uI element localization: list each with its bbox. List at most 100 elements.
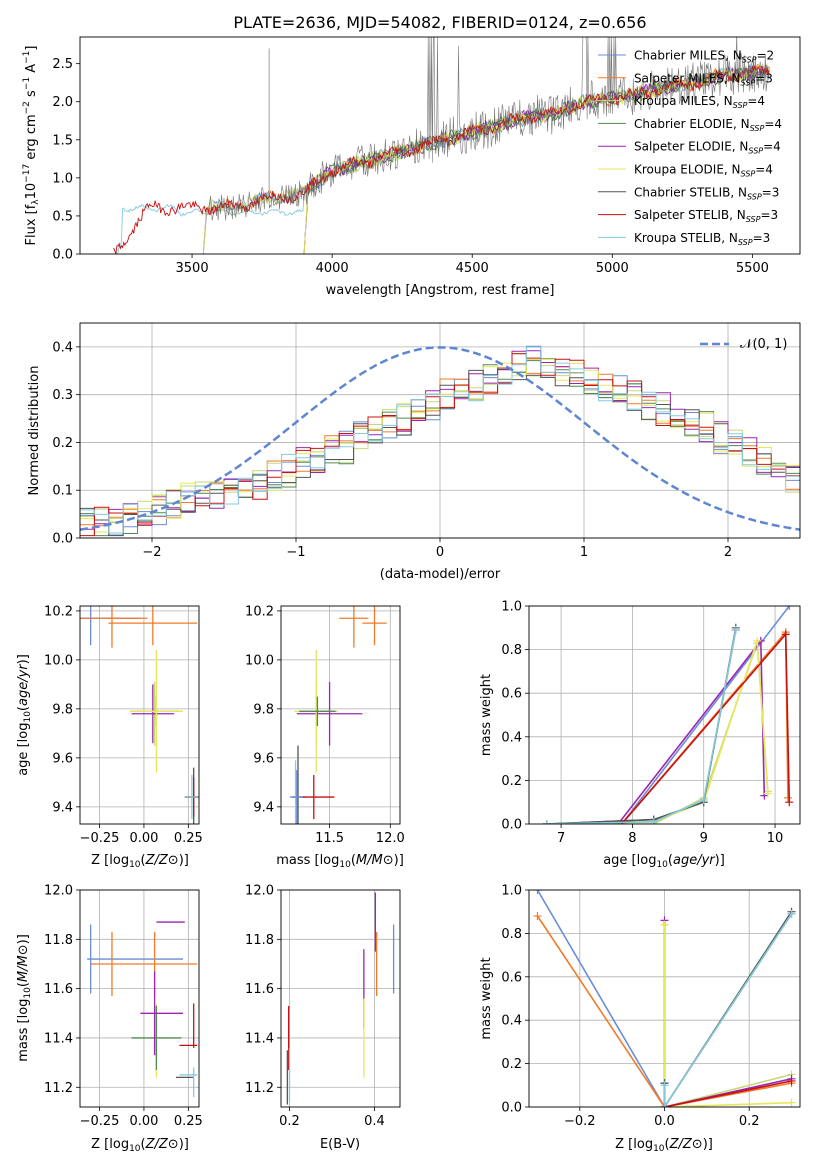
weight_age-marker (753, 636, 762, 645)
ebv_mass-ytick-label: 11.4 (245, 1031, 274, 1046)
weight_age-ytick-label: 0.6 (501, 687, 522, 702)
weight_age-xtick-label: 9 (700, 831, 708, 846)
spectrum-ytick-label: 1.5 (52, 133, 73, 148)
residual-xlabel: (data-model)/error (380, 567, 501, 582)
spectrum-data-line (208, 37, 769, 221)
weight_age-ylabel: mass weight (479, 674, 494, 756)
z-mass-xlabel: Z [log10(Z/Z⊙)] (91, 1137, 189, 1154)
residual_hist-xtick-label: −2 (142, 545, 161, 560)
mass_age-panel: 11.5 12.0 9.4 9.6 9.8 10.0 10.2 mass [log10(M/M… (245, 604, 405, 870)
mass_age-data (289, 606, 387, 824)
spectrum-ylabel: Flux [fλ10−17 erg cm−2 s−1 A−1] (22, 46, 41, 246)
weight_z-line-kroupa_miles (663, 924, 792, 1107)
ebv_mass-frame (280, 889, 401, 1108)
z_mass-frame (79, 889, 200, 1108)
hist-step-kroupa_stelib (80, 346, 800, 534)
weight_z-ytick-label: 0.8 (501, 927, 522, 942)
spectrum-frame (79, 36, 801, 255)
z_age-ytick-label: 10.2 (44, 604, 73, 619)
weight_z-line-chabrier_miles (536, 890, 666, 1107)
weight_z-ytick-label: 0.2 (501, 1057, 522, 1072)
z_mass-xtick-label: −0.25 (80, 1114, 120, 1129)
mass-age-xlabel: mass [log10(M/M⊙)] (276, 853, 404, 870)
spectrum-xtick-label: 4500 (456, 261, 489, 276)
weight_z-data (533, 890, 796, 1107)
residual_hist-ytick-label: 0.1 (52, 484, 73, 499)
legend-label-chabrier_miles: Chabrier MILES, NSSP=2 (634, 49, 774, 65)
residual_hist-xtick-label: 2 (724, 545, 732, 560)
residual_hist-xtick-label: 0 (436, 545, 444, 560)
spectrum-data (113, 37, 770, 254)
mass_age-ytick-label: 10.2 (245, 604, 274, 619)
residual_hist-xtick-label: −1 (286, 545, 305, 560)
spectrum-xtick-label: 5000 (596, 261, 629, 276)
spectrum-panel: 3500 4000 4500 5000 5500 0.0 0.5 1.0 1.5 2.0 2.5 wa… (22, 36, 801, 298)
weight_age-xtick-label: 10 (767, 831, 784, 846)
z_age-ytick-label: 9.8 (52, 702, 73, 717)
mass_age-ytick-label: 9.4 (253, 800, 274, 815)
weight_z-panel: −0.2 0.0 0.2 0.0 0.2 0.4 0.6 0.8 1.0 mass weight Z… (479, 884, 801, 1154)
weight_z-marker (533, 890, 542, 894)
z_mass-ytick-label: 12.0 (44, 884, 73, 899)
z_age-ytick-label: 9.4 (52, 800, 73, 815)
weight_age-marker (785, 606, 794, 610)
weight_z-marker (533, 912, 542, 921)
residual_hist-frame (79, 322, 801, 539)
legend-label-salpeter_stelib: Salpeter STELIB, NSSP=3 (634, 208, 778, 224)
legend-label-kroupa_miles: Kroupa MILES, NSSP=4 (634, 94, 765, 110)
hist-step-salpeter_stelib (80, 353, 800, 537)
weight_z-line-kroupa_stelib (663, 913, 793, 1107)
weight_z-ytick-label: 1.0 (501, 884, 522, 899)
residual_hist-ytick-label: 0.3 (52, 388, 73, 403)
z_age-ytick-label: 9.6 (52, 751, 73, 766)
spectrum-xtick-label: 4000 (316, 261, 349, 276)
mass_age-ytick-label: 10.0 (245, 653, 274, 668)
weight_age-ytick-label: 0.2 (501, 774, 522, 789)
weight_age-marker (699, 796, 708, 805)
z_mass-panel: −0.25 0.00 0.25 11.2 11.4 11.6 11.8 12.0 Z [log1… (16, 884, 203, 1155)
legend-label-chabrier_elodie: Chabrier ELODIE, NSSP=4 (634, 117, 782, 133)
weight_z-marker (787, 909, 796, 918)
weight_z-frame (528, 889, 801, 1108)
z_mass-ytick-label: 11.2 (44, 1081, 73, 1096)
residual_hist-data (80, 345, 800, 537)
weight_age-ytick-label: 0.4 (501, 730, 522, 745)
legend-label-chabrier_stelib: Chabrier STELIB, NSSP=3 (634, 185, 779, 201)
weight_age-frame (528, 605, 801, 825)
weight_age-marker (785, 798, 794, 807)
z-mass-ylabel: mass [log10(M/M⊙)] (16, 934, 33, 1062)
weight_age-marker (783, 793, 792, 802)
spectrum-ytick-label: 0.0 (52, 248, 73, 263)
weight_age-xtick-label: 8 (628, 831, 636, 846)
weight_z-marker (660, 920, 669, 929)
ebv_mass-panel: 0.2 0.4 11.2 11.4 11.6 11.8 12.0 E(B-V) (245, 884, 401, 1152)
z_age-ytick-label: 10.0 (44, 653, 73, 668)
spectrum-line-chabrier_miles (202, 62, 770, 254)
weight_z-line-salpeter_miles (536, 915, 792, 1107)
z-age-xlabel: Z [log10(Z/Z⊙)] (91, 853, 189, 870)
residual_hist-panel: −2 −1 0 1 2 0.0 0.1 0.2 0.3 0.4 𝒩(0, 1) (data-model… (27, 322, 801, 582)
ebv_mass-xtick-label: 0.4 (364, 1114, 385, 1129)
weight_z-line-kroupa_elodie (663, 924, 792, 1107)
residual_hist-ytick-label: 0.4 (52, 340, 73, 355)
weight_age-panel: 7 8 9 10 0.0 0.2 0.4 0.6 0.8 1.0 mass weight age [l… (479, 600, 801, 870)
ebv_mass-xtick-label: 0.2 (279, 1114, 300, 1129)
legend-label-kroupa_stelib: Kroupa STELIB, NSSP=3 (634, 231, 770, 247)
ebv-mass-xlabel: E(B-V) (320, 1137, 360, 1152)
weight_age-marker (781, 630, 790, 639)
figure-title: PLATE=2636, MJD=54082, FIBERID=0124, z=0… (233, 13, 646, 32)
weight_z-marker (787, 1098, 796, 1107)
weight_age-marker (542, 820, 551, 824)
weight_z-xtick-label: 0.0 (654, 1114, 675, 1129)
weight_age-ytick-label: 1.0 (501, 600, 522, 615)
mass_age-frame (280, 605, 401, 825)
ebv_mass-ytick-label: 12.0 (245, 884, 274, 899)
weight_z-xtick-label: −0.2 (564, 1114, 596, 1129)
weight_z-ylabel: mass weight (479, 957, 494, 1039)
weight_age-line-kroupa_elodie (546, 640, 769, 824)
legend-label-salpeter_miles: Salpeter MILES, NSSP=3 (634, 71, 773, 87)
weight_age-marker (763, 789, 772, 798)
weight_age-marker (617, 820, 626, 824)
spectrum-ytick-label: 1.0 (52, 171, 73, 186)
